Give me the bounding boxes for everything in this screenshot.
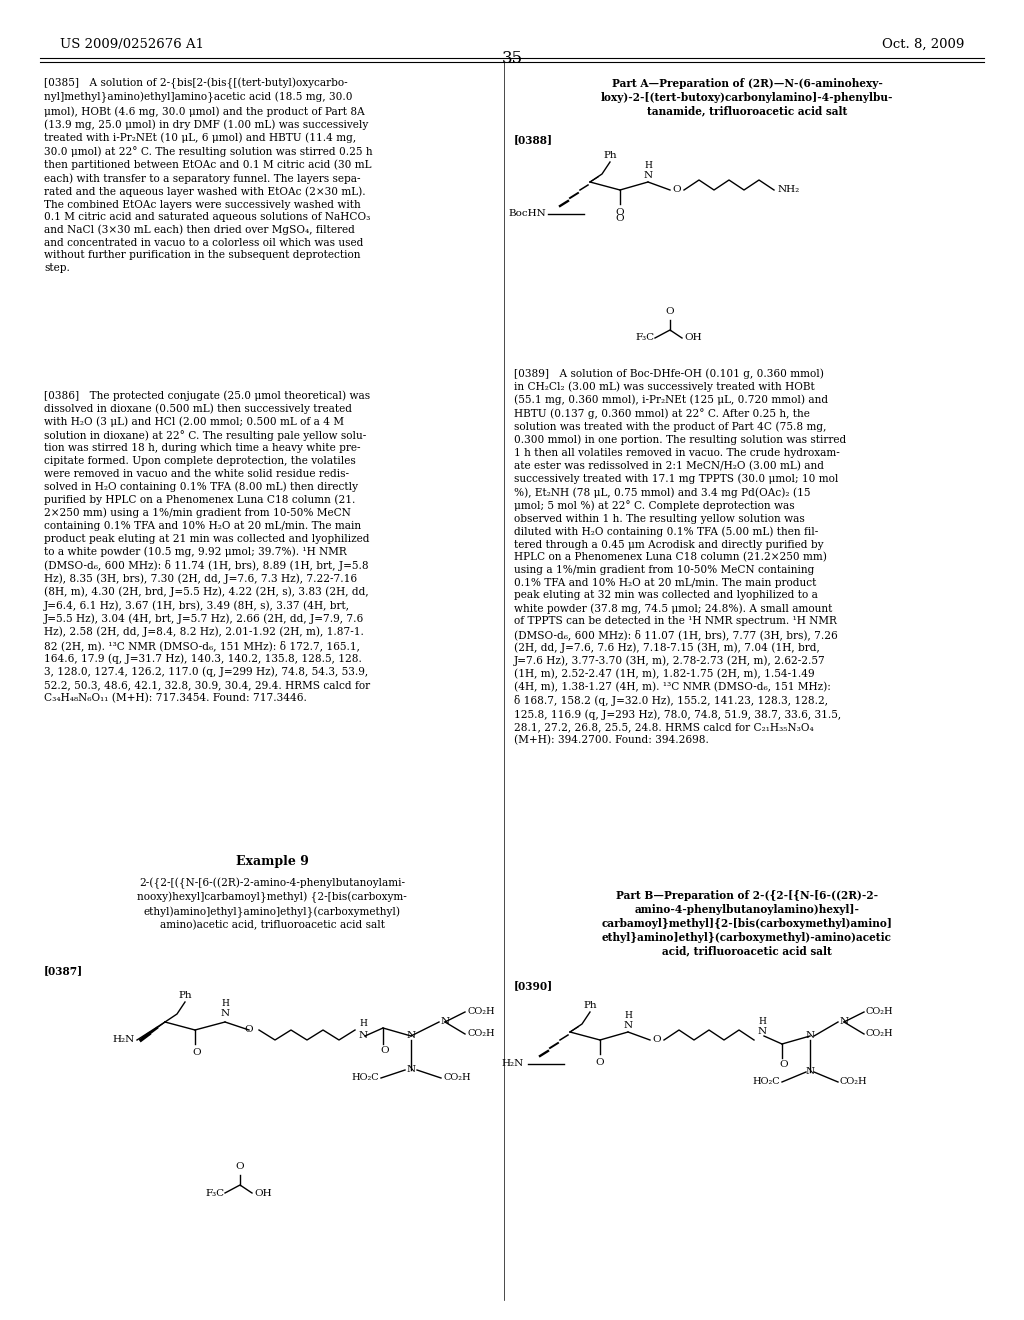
Text: OH: OH	[684, 334, 701, 342]
Text: H: H	[758, 1016, 766, 1026]
Text: HO₂C: HO₂C	[753, 1077, 780, 1086]
Text: CO₂H: CO₂H	[467, 1007, 495, 1016]
Text: [0387]: [0387]	[44, 965, 83, 975]
Text: O: O	[652, 1035, 660, 1044]
Text: Part A—Preparation of (2R)—N-(6-aminohexy-
loxy)-2-[(tert-butoxy)carbonylamino]-: Part A—Preparation of (2R)—N-(6-aminohex…	[601, 78, 893, 116]
Text: BocHN: BocHN	[508, 210, 546, 219]
Text: N: N	[441, 1018, 451, 1027]
Text: [0388]: [0388]	[514, 135, 553, 145]
Text: O: O	[615, 209, 625, 216]
Text: O: O	[245, 1026, 253, 1035]
Text: N: N	[840, 1018, 849, 1027]
Text: Part B—Preparation of 2-({2-[{N-[6-((2R)-2-
amino-4-phenylbutanoylamino)hexyl]-
: Part B—Preparation of 2-({2-[{N-[6-((2R)…	[601, 890, 893, 957]
Text: Oct. 8, 2009: Oct. 8, 2009	[882, 38, 964, 51]
Text: CO₂H: CO₂H	[866, 1007, 894, 1016]
Text: O: O	[236, 1162, 245, 1171]
Text: O: O	[596, 1059, 604, 1067]
Text: H: H	[624, 1011, 632, 1020]
Text: N: N	[806, 1031, 814, 1040]
Text: Ph: Ph	[178, 991, 191, 1001]
Text: Ph: Ph	[584, 1001, 597, 1010]
Text: NH₂: NH₂	[778, 186, 800, 194]
Text: N: N	[359, 1031, 368, 1040]
Text: US 2009/0252676 A1: US 2009/0252676 A1	[60, 38, 204, 51]
Text: Example 9: Example 9	[236, 855, 308, 869]
Text: CO₂H: CO₂H	[443, 1073, 471, 1082]
Text: N: N	[643, 172, 652, 180]
Text: N: N	[407, 1065, 416, 1074]
Text: O: O	[666, 308, 675, 315]
Text: O: O	[381, 1045, 389, 1055]
Text: H: H	[359, 1019, 367, 1028]
Text: CO₂H: CO₂H	[866, 1030, 894, 1039]
Text: F₃C: F₃C	[206, 1188, 225, 1197]
Text: 35: 35	[502, 50, 522, 67]
Text: [0389] A solution of Boc-DHfe-OH (0.101 g, 0.360 mmol)
in CH₂Cl₂ (3.00 mL) was s: [0389] A solution of Boc-DHfe-OH (0.101 …	[514, 368, 846, 746]
Text: HO₂C: HO₂C	[351, 1073, 379, 1082]
Text: [0390]: [0390]	[514, 979, 553, 991]
Text: F₃C: F₃C	[636, 334, 655, 342]
Text: 2-({2-[({N-[6-((2R)-2-amino-4-phenylbutanoylami-
nooxy)hexyl]carbamoyl}methyl) {: 2-({2-[({N-[6-((2R)-2-amino-4-phenylbuta…	[137, 878, 407, 931]
Text: N: N	[758, 1027, 767, 1036]
Text: N: N	[220, 1008, 229, 1018]
Text: O: O	[615, 214, 625, 223]
Text: OH: OH	[254, 1188, 271, 1197]
Text: N: N	[407, 1031, 416, 1040]
Text: N: N	[624, 1020, 633, 1030]
Text: H: H	[221, 999, 229, 1008]
Text: H: H	[644, 161, 652, 170]
Text: H₂N: H₂N	[502, 1060, 524, 1068]
Text: Ph: Ph	[603, 150, 616, 160]
Text: CO₂H: CO₂H	[467, 1030, 495, 1039]
Text: O: O	[779, 1060, 788, 1069]
Text: H₂N: H₂N	[113, 1035, 135, 1044]
Text: [0385] A solution of 2-{bis[2-(bis{[(tert-butyl)oxycarbo-
nyl]methyl}amino)ethyl: [0385] A solution of 2-{bis[2-(bis{[(ter…	[44, 78, 373, 273]
Text: CO₂H: CO₂H	[840, 1077, 867, 1086]
Text: N: N	[806, 1068, 814, 1077]
Text: O: O	[672, 186, 681, 194]
Text: O: O	[193, 1048, 202, 1057]
Text: [0386] The protected conjugate (25.0 μmol theoretical) was
dissolved in dioxane : [0386] The protected conjugate (25.0 μmo…	[44, 389, 370, 704]
